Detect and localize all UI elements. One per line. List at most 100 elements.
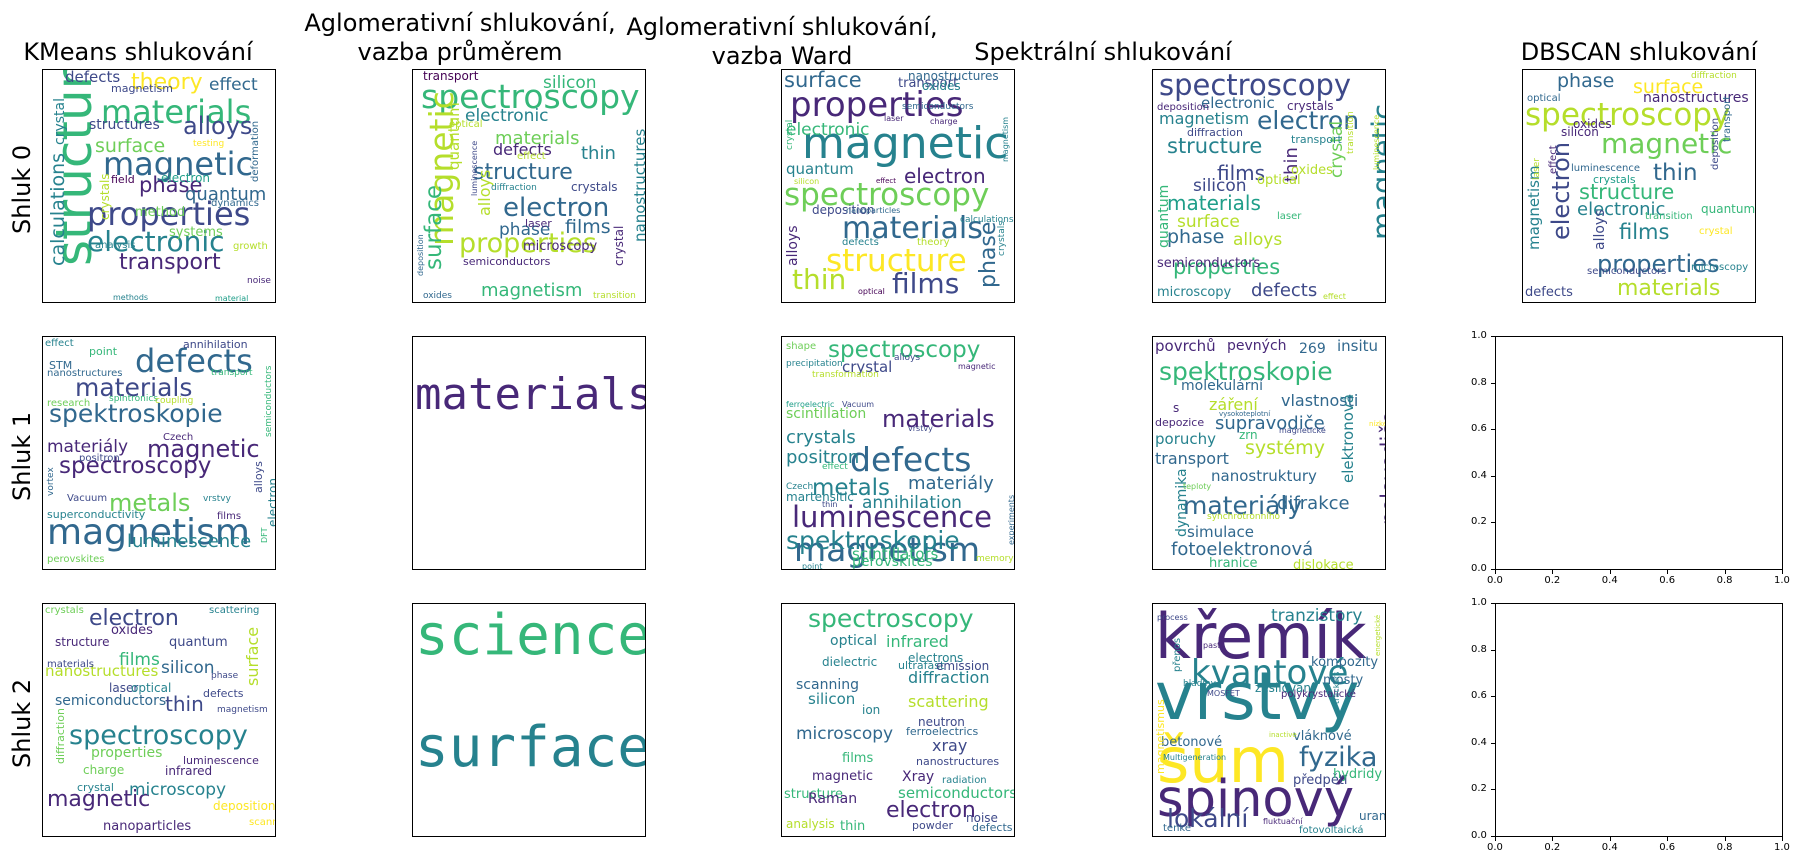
word-depozice: depozice	[1155, 416, 1205, 429]
x-tick-mark	[1609, 570, 1611, 574]
word-optical: optical	[1527, 93, 1561, 104]
x-tick-label: 1.0	[1774, 575, 1790, 586]
word-xray: xray	[932, 736, 968, 755]
y-tick-mark	[1491, 569, 1495, 570]
word-calculations: calculations	[960, 215, 1014, 225]
y-tick-mark	[1491, 603, 1495, 604]
word-transport: transport	[898, 76, 959, 91]
word-vrstvy: vrstvy	[203, 494, 231, 504]
word-simulace: simulace	[1187, 523, 1254, 541]
word-materials: materials	[47, 659, 94, 670]
word-metals: metals	[812, 475, 891, 501]
word-spectroscopy: spectroscopy	[421, 77, 640, 116]
word-hladiny: hladiny	[1183, 679, 1216, 689]
word-Multigeneration: Multigeneration	[1163, 753, 1227, 762]
word-transition: transition	[593, 291, 636, 301]
word-crystals: crystals	[786, 427, 856, 448]
word-kvantové: kvantové	[1191, 653, 1349, 693]
word-surface: surface	[415, 715, 646, 780]
word-thin: thin	[1653, 160, 1698, 186]
word-electron: electron	[1257, 106, 1360, 135]
word-tranzistory: tranzistory	[1271, 606, 1363, 626]
word-nanoparticles: nanoparticles	[103, 819, 192, 834]
word-optical: optical	[1257, 173, 1301, 188]
word-defects: defects	[842, 237, 879, 248]
word-crystal: crystal	[1699, 226, 1733, 237]
word-magnetism: magnetism	[481, 280, 583, 301]
word-transport: transport	[1291, 133, 1342, 146]
word-betonové: betonové	[1161, 735, 1223, 750]
word-theory: theory	[131, 70, 203, 95]
word-fyzika: fyzika	[1299, 742, 1378, 773]
word-difrakce: difrakce	[1277, 493, 1350, 514]
x-tick-label: 1.0	[1774, 842, 1790, 853]
word-vláknové: vláknové	[1293, 729, 1352, 744]
word-nanoparticles: nanoparticles	[846, 206, 901, 215]
word-nanostructures: nanostructures	[45, 662, 159, 680]
word-defects: defects	[493, 140, 552, 159]
word-Xray: Xray	[902, 769, 935, 785]
y-tick-label: 0.2	[1471, 516, 1487, 528]
word-magnetism: magnetism	[1001, 116, 1010, 162]
wordcloud-kmeans-cluster-0: structure properties electronic magnetic mat…	[42, 69, 276, 303]
word-infrared: infrared	[165, 764, 213, 778]
word-electronic: electronic	[786, 120, 870, 140]
column-title-kmeans: KMeans shlukování	[23, 38, 253, 66]
word-nanostruktury: nanostruktury	[1211, 467, 1317, 485]
y-tick-mark	[1491, 522, 1495, 524]
wordcloud-agglomerative-average-cluster-2: science surface	[412, 603, 646, 837]
word-magnetic: magnetic	[1601, 127, 1733, 160]
word-defects: defects	[1251, 280, 1318, 301]
x-tick-label: 0.8	[1716, 575, 1733, 586]
word-záření: záření	[1209, 395, 1258, 414]
word-nanostructures: nanostructures	[1643, 90, 1749, 106]
word-ferroelectrics: ferroelectrics	[906, 725, 979, 738]
word-films: films	[892, 267, 960, 300]
word-magnetism: magnetism	[794, 530, 980, 569]
word-phase: phase	[211, 671, 239, 681]
word-microscopy: microscopy	[1157, 285, 1232, 300]
word-surface: surface	[1177, 212, 1240, 232]
word-metals: metals	[109, 489, 191, 517]
wordcloud-agglomerative-ward-cluster-2: spectroscopy electron microscopy diffractio…	[781, 603, 1015, 837]
word-luminescence: luminescence	[1571, 163, 1640, 174]
y-tick-label: 0.2	[1471, 783, 1487, 795]
wordcloud-spectral-cluster-2: křemík vrstvy šum spinový kvantové fyzika loká…	[1152, 603, 1386, 837]
word-diffraction: diffraction	[1691, 71, 1737, 81]
word-materiály: materiály	[47, 437, 129, 457]
word-scintillators: scintillators	[852, 545, 939, 563]
word-Vacuum: Vacuum	[67, 493, 108, 504]
word-electron: electron	[904, 164, 986, 188]
word-electronic: electronic	[465, 106, 549, 126]
word-fluktuační: fluktuační	[1263, 817, 1303, 826]
word-vortex: vortex	[46, 467, 56, 496]
word-effect: effect	[1323, 292, 1346, 301]
word-coupling: coupling	[155, 396, 194, 406]
word-semiconductors: semiconductors	[264, 365, 274, 437]
word-nanostructures: nanostructures	[908, 69, 999, 83]
word-kompozity: kompozity	[1311, 655, 1379, 670]
word-material: material	[215, 294, 249, 303]
word-quantum: quantum	[1701, 202, 1756, 216]
word-thin: thin	[165, 692, 204, 716]
word-Czech: Czech	[786, 482, 814, 492]
word-deposition: deposition	[812, 203, 875, 217]
word-materials: materials	[101, 93, 252, 131]
word-phase: phase	[139, 173, 203, 197]
word-crystal: crystal	[842, 358, 893, 376]
word-memory: memory	[976, 554, 1014, 564]
word-effect: effect	[822, 462, 848, 472]
empty-axes-dbscan-cluster-2	[1495, 603, 1783, 837]
x-tick-label: 0.0	[1487, 842, 1503, 853]
word-dynamics: dynamics	[211, 198, 259, 209]
word-nanostructures: nanostructures	[1383, 155, 1386, 276]
word-tenké: tenké	[1163, 823, 1191, 834]
word-teploty: teploty	[1183, 482, 1212, 491]
word-inactive: inactive	[1269, 731, 1297, 739]
word-microscopy: microscopy	[129, 780, 227, 800]
word-powder: powder	[912, 819, 953, 832]
word-optical: optical	[858, 287, 885, 296]
word-magnetic: magnetic	[812, 769, 873, 784]
word-structure: structure	[55, 635, 110, 649]
word-scanning: scanning	[249, 817, 275, 828]
